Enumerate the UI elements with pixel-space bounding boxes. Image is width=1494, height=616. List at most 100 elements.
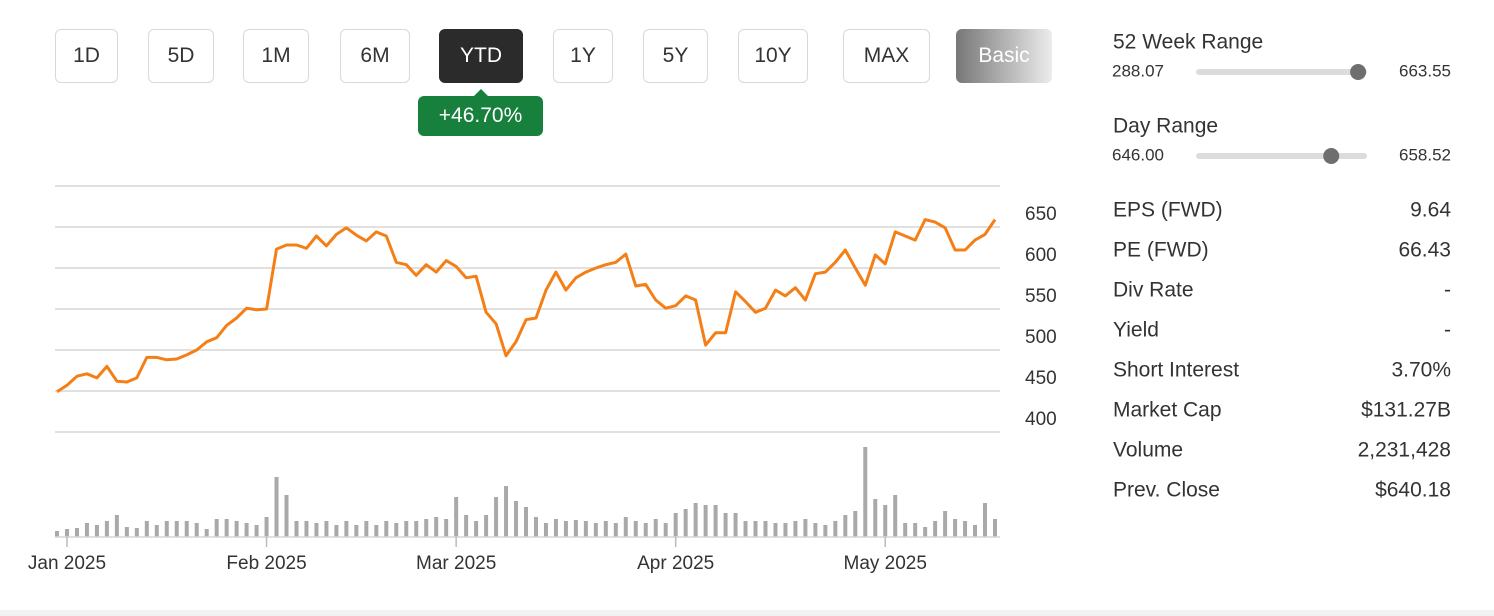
y-tick-label: 550 [1025, 286, 1057, 307]
volume-bar [274, 477, 279, 537]
volume-bar [883, 505, 888, 537]
stat-value: $640.18 [1375, 479, 1451, 502]
volume-bar [444, 519, 449, 537]
range-label: Day Range [1113, 115, 1218, 138]
stat-label: Market Cap [1113, 399, 1222, 422]
volume-bar [464, 515, 469, 537]
y-tick-label: 600 [1025, 245, 1057, 266]
volume-bar [803, 519, 808, 537]
stat-value: 3.70% [1391, 359, 1451, 382]
volume-bar [244, 523, 249, 537]
stat-value: 9.64 [1410, 199, 1451, 222]
volume-bar [384, 521, 389, 537]
volume-bar [324, 521, 329, 537]
volume-bar [354, 525, 359, 537]
x-tick-label: Mar 2025 [416, 553, 496, 574]
volume-bar [164, 521, 169, 537]
range-track [1196, 69, 1367, 75]
volume-bar [713, 505, 718, 537]
range-button[interactable]: 1M [243, 29, 309, 83]
x-tick-label: May 2025 [844, 553, 927, 574]
volume-bar [943, 511, 948, 537]
volume-bar [74, 528, 79, 537]
volume-bar [773, 523, 778, 537]
volume-bar [843, 515, 848, 537]
volume-bar [184, 521, 189, 537]
volume-bar [114, 515, 119, 537]
volume-bar [783, 523, 788, 537]
volume-bar [633, 521, 638, 537]
volume-bar [124, 527, 129, 537]
volume-bar [553, 519, 558, 537]
volume-bar [234, 521, 239, 537]
volume-bar [84, 523, 89, 537]
volume-bar [174, 521, 179, 537]
volume-bar [683, 509, 688, 537]
volume-bar [853, 511, 858, 537]
volume-bar [793, 521, 798, 537]
range-button[interactable]: YTD [439, 29, 523, 83]
volume-bar [983, 503, 988, 537]
volume-bar [194, 523, 199, 537]
y-tick-label: 450 [1025, 368, 1057, 389]
volume-bar [603, 521, 608, 537]
volume-bar [933, 521, 938, 537]
range-button[interactable]: 6M [340, 29, 410, 83]
volume-bar [653, 519, 658, 537]
volume-bar [873, 499, 878, 537]
range-button[interactable]: 1D [55, 29, 118, 83]
stat-label: Short Interest [1113, 359, 1239, 382]
x-tick-label: Apr 2025 [637, 553, 714, 574]
volume-bar [893, 495, 898, 537]
volume-bar [833, 521, 838, 537]
range-marker [1350, 64, 1367, 80]
change-badge: +46.70% [418, 89, 543, 136]
volume-bar [404, 521, 409, 537]
volume-bar [743, 521, 748, 537]
volume-bar [524, 507, 528, 537]
volume-bar [484, 515, 489, 537]
volume-bar [64, 529, 69, 537]
range-button[interactable]: 1Y [553, 29, 613, 83]
y-tick-label: 500 [1025, 327, 1057, 348]
range-button[interactable]: 5D [148, 29, 214, 83]
range-high: 658.52 [1399, 145, 1451, 164]
volume-bar [863, 447, 868, 537]
volume-bar [294, 521, 299, 537]
stat-value: 66.43 [1398, 239, 1451, 262]
volume-bar [733, 513, 738, 537]
range-marker [1323, 148, 1340, 164]
volume-bar [344, 521, 349, 537]
volume-bar [204, 529, 209, 537]
stat-value: 2,231,428 [1358, 439, 1451, 462]
volume-bar [663, 523, 668, 537]
volume-bar [284, 495, 289, 537]
volume-bar [474, 521, 479, 537]
range-track [1196, 153, 1367, 159]
range-button[interactable]: MAX [843, 29, 930, 83]
volume-bar [134, 528, 139, 537]
volume-bar [923, 527, 928, 537]
volume-bar [154, 525, 159, 537]
volume-bar [364, 521, 369, 537]
volume-bar [94, 525, 99, 537]
range-low: 646.00 [1112, 145, 1164, 164]
range-button[interactable]: 10Y [738, 29, 808, 83]
volume-bar [494, 497, 499, 537]
volume-bar [304, 521, 309, 537]
stat-value: $131.27B [1361, 399, 1451, 422]
volume-bar [254, 525, 259, 537]
volume-bar [753, 521, 758, 537]
volume-bar [973, 525, 978, 537]
volume-bar [623, 517, 628, 537]
volume-bar [214, 519, 219, 537]
volume-bar [763, 521, 768, 537]
volume-bar [424, 519, 429, 537]
stat-value: - [1444, 319, 1451, 342]
volume-bar [953, 519, 958, 537]
range-button[interactable]: 5Y [643, 29, 708, 83]
range-button[interactable]: Basic [956, 29, 1052, 83]
volume-bar [963, 521, 968, 537]
